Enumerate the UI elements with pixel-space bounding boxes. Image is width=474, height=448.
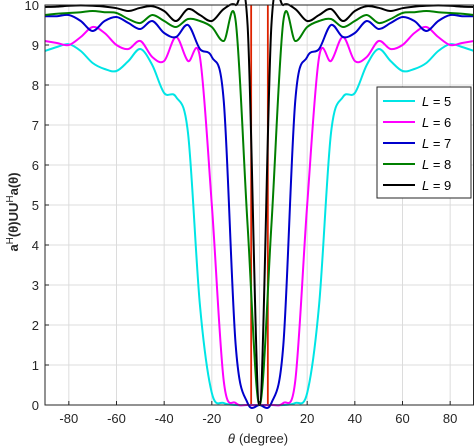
y-tick-label: 4: [32, 238, 39, 253]
y-label-sup1: H: [5, 237, 16, 244]
y-tick-label: 5: [32, 198, 39, 213]
x-tick-label: -40: [155, 411, 174, 426]
x-tick-label: 0: [256, 411, 263, 426]
y-axis-label: aH(θ)UUHa(θ): [5, 172, 22, 251]
y-label-end: a(θ): [6, 172, 21, 195]
x-axis-unit: (degree): [239, 431, 288, 446]
x-tick-label: 20: [300, 411, 314, 426]
legend-entry-L5: L = 5: [422, 94, 451, 109]
x-axis-label: θ (degree): [228, 431, 288, 446]
y-tick-label: 9: [32, 38, 39, 53]
y-tick-label: 7: [32, 118, 39, 133]
y-tick-label: 1: [32, 358, 39, 373]
y-tick-labels: 0 1 2 3 4 5 6 7 8 9 10: [25, 0, 39, 413]
y-label-a1: a: [6, 244, 21, 252]
legend-entry-L9: L = 9: [422, 178, 451, 193]
x-tick-label: -80: [59, 411, 78, 426]
legend: L = 5 L = 6 L = 7 L = 8 L = 9: [376, 86, 472, 199]
y-tick-label: 2: [32, 318, 39, 333]
y-tick-label: 8: [32, 78, 39, 93]
y-tick-label: 6: [32, 158, 39, 173]
legend-entry-L6: L = 6: [422, 115, 451, 130]
y-label-mid: (θ)UU: [6, 203, 21, 237]
y-tick-label: 3: [32, 278, 39, 293]
y-tick-label: 10: [25, 0, 39, 13]
x-tick-labels: -80 -60 -40 -20 0 20 40 60 80: [59, 411, 457, 426]
ticks: [45, 4, 451, 406]
x-axis-symbol: θ: [228, 431, 235, 446]
legend-entry-L7: L = 7: [422, 136, 451, 151]
y-tick-label: 0: [32, 398, 39, 413]
grid: [45, 4, 474, 406]
y-label-sup2: H: [5, 195, 16, 202]
x-tick-label: 80: [443, 411, 457, 426]
legend-entry-L8: L = 8: [422, 157, 451, 172]
x-tick-label: 40: [348, 411, 362, 426]
x-tick-label: -20: [202, 411, 221, 426]
x-tick-label: -60: [107, 411, 126, 426]
x-tick-label: 60: [395, 411, 409, 426]
